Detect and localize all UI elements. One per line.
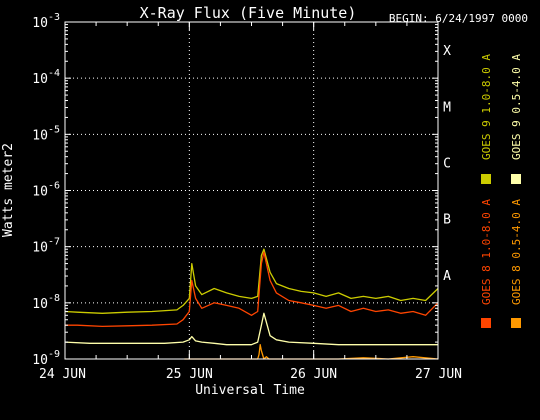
legend-swatch xyxy=(481,318,491,328)
series-line-goes-9-0-5-4-0-a xyxy=(64,312,438,346)
flare-class-label: A xyxy=(443,269,451,284)
legend-entry-label: GOES 8 0.5-4.0 A xyxy=(510,199,523,305)
x-axis-label: Universal Time xyxy=(195,383,305,398)
flare-class-labels: A B C M X xyxy=(443,44,451,284)
y-tick-label: 10-3 xyxy=(32,12,60,31)
y-tick-label: 10-7 xyxy=(32,237,60,256)
legend-entry-label: GOES 9 0.5-4.0 A xyxy=(510,54,523,160)
y-axis-label: Watts meter2 xyxy=(1,143,16,237)
legend-entry-label: GOES 9 1.0-8.0 A xyxy=(480,54,493,160)
x-tick-label: 27 JUN xyxy=(415,367,462,382)
flare-class-label: C xyxy=(443,156,451,171)
y-tick-label: 10-6 xyxy=(32,181,60,200)
begin-label: BEGIN: 6/24/1997 0000 xyxy=(389,12,528,25)
x-tick-label: 24 JUN xyxy=(39,367,86,382)
series-line-goes-8-1-0-8-0-a xyxy=(65,251,439,328)
y-tick-label: 10-9 xyxy=(32,349,60,368)
x-axis-ticks: 24 JUN 25 JUN 26 JUN 27 JUN xyxy=(39,22,462,382)
legend-swatch xyxy=(511,174,521,184)
flare-class-label: X xyxy=(443,44,451,59)
y-axis-ticks: 10-9 10-8 10-7 10-6 10-5 10-4 10-3 xyxy=(32,12,438,368)
grid-lines xyxy=(65,22,438,359)
legend: GOES 8 1.0-8.0 A GOES 9 1.0-8.0 A GOES 8 0… xyxy=(480,54,523,328)
chart-title: X-Ray Flux (Five Minute) xyxy=(140,4,357,22)
legend-swatch xyxy=(511,318,521,328)
x-tick-label: 25 JUN xyxy=(166,367,213,382)
y-tick-label: 10-5 xyxy=(32,124,60,143)
y-tick-label: 10-4 xyxy=(32,68,60,87)
flare-class-label: B xyxy=(443,213,451,228)
series-line-goes-9-1-0-8-0-a xyxy=(64,248,439,314)
x-tick-label: 26 JUN xyxy=(290,367,337,382)
legend-entry-label: GOES 8 1.0-8.0 A xyxy=(480,199,493,305)
y-tick-label: 10-8 xyxy=(32,293,60,312)
legend-swatch xyxy=(481,174,491,184)
flare-class-label: M xyxy=(443,100,451,115)
